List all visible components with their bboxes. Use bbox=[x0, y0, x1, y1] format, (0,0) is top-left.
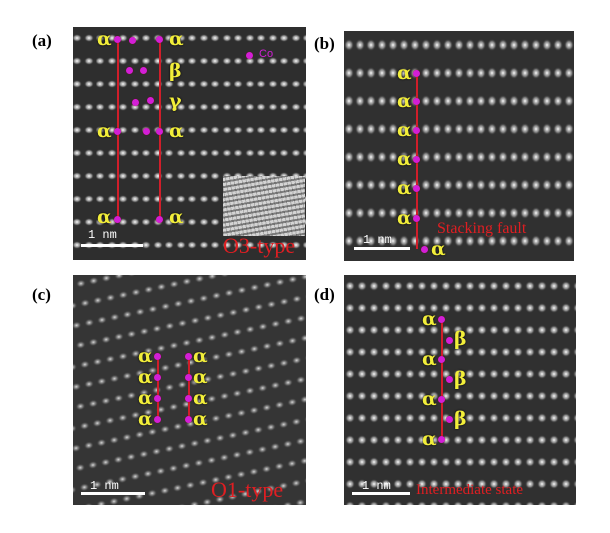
stacking-letter: α bbox=[422, 308, 437, 330]
co-atom bbox=[153, 415, 161, 423]
co-atom bbox=[153, 394, 161, 402]
co-atom bbox=[128, 36, 136, 44]
co-atom bbox=[412, 155, 420, 163]
stacking-letter: α bbox=[138, 408, 153, 430]
stacking-letter: α bbox=[397, 177, 412, 199]
scale-bar-label: 1 nm bbox=[363, 233, 392, 247]
stacking-letter: α bbox=[97, 206, 112, 228]
scale-bar-label: 1 nm bbox=[362, 479, 391, 493]
co-atom bbox=[155, 215, 163, 223]
co-atom bbox=[113, 35, 121, 43]
co-atom bbox=[153, 373, 161, 381]
stacking-letter: α bbox=[138, 366, 153, 388]
stacking-letter: β bbox=[169, 60, 182, 82]
panel-label-c: (c) bbox=[32, 285, 51, 304]
co-atom bbox=[412, 69, 420, 77]
co-atom bbox=[184, 415, 192, 423]
co-atom bbox=[412, 214, 420, 222]
co-atom bbox=[125, 66, 133, 74]
stem-image-b: α α α α α α α 1 nm Stacking fault bbox=[344, 31, 574, 261]
stacking-letter: α bbox=[169, 28, 184, 50]
stacking-line-left bbox=[157, 356, 159, 420]
stacking-letter: α bbox=[97, 28, 112, 50]
stacking-letter: β bbox=[454, 408, 467, 430]
panel-label-d: (d) bbox=[314, 285, 335, 304]
stacking-letter: α bbox=[169, 206, 184, 228]
co-atom bbox=[437, 355, 445, 363]
caption-label: Stacking fault bbox=[437, 220, 527, 237]
co-atom bbox=[146, 96, 154, 104]
scale-bar bbox=[81, 492, 145, 495]
co-atom bbox=[142, 127, 150, 135]
stacking-line bbox=[441, 319, 443, 439]
co-atom bbox=[139, 66, 147, 74]
stacking-letter: γ bbox=[169, 90, 182, 112]
co-atom bbox=[412, 184, 420, 192]
co-atom bbox=[155, 35, 163, 43]
stacking-letter: α bbox=[397, 119, 412, 141]
scale-bar bbox=[354, 247, 410, 250]
stacking-letter: β bbox=[454, 328, 467, 350]
atomic-lattice-d bbox=[344, 275, 576, 505]
co-atom bbox=[113, 215, 121, 223]
co-atom bbox=[131, 98, 139, 106]
caption-label: Intermediate state bbox=[416, 482, 524, 498]
stacking-letter: α bbox=[169, 120, 184, 142]
legend-co-dot bbox=[245, 51, 253, 59]
co-atom bbox=[113, 127, 121, 135]
co-atom bbox=[437, 435, 445, 443]
stacking-letter: α bbox=[97, 120, 112, 142]
stacking-letter: α bbox=[422, 428, 437, 450]
stacking-letter: α bbox=[193, 345, 208, 367]
legend-co-label: Co bbox=[259, 48, 274, 60]
panel-label-b: (b) bbox=[314, 34, 335, 53]
stem-image-a: Co α α β γ α α α α 1 nm O3-type bbox=[73, 27, 306, 260]
atomic-lattice-c bbox=[73, 275, 306, 505]
stem-image-c: α α α α α α α α 1 nm O1-type bbox=[73, 275, 306, 505]
stacking-letter: α bbox=[193, 408, 208, 430]
co-atom bbox=[184, 394, 192, 402]
scale-bar-label: 1 nm bbox=[90, 479, 119, 493]
co-atom bbox=[420, 245, 428, 253]
panel-label-a: (a) bbox=[32, 31, 52, 50]
co-atom bbox=[155, 127, 163, 135]
co-atom bbox=[437, 395, 445, 403]
stacking-letter: α bbox=[422, 348, 437, 370]
co-atom bbox=[437, 315, 445, 323]
stacking-letter: α bbox=[138, 345, 153, 367]
co-atom bbox=[412, 126, 420, 134]
co-atom bbox=[153, 352, 161, 360]
stem-image-d: α β α β α β α 1 nm Intermediate state bbox=[344, 275, 576, 505]
scale-bar bbox=[352, 492, 410, 495]
stacking-letter: α bbox=[138, 387, 153, 409]
co-atom bbox=[445, 336, 453, 344]
co-atom bbox=[184, 352, 192, 360]
co-atom bbox=[445, 375, 453, 383]
structure-type-label: O1-type bbox=[211, 477, 284, 502]
scale-bar bbox=[81, 244, 143, 247]
stacking-letter: α bbox=[422, 388, 437, 410]
stacking-letter: α bbox=[397, 207, 412, 229]
stacking-line-right bbox=[188, 356, 190, 420]
co-atom bbox=[412, 97, 420, 105]
scale-bar-label: 1 nm bbox=[88, 228, 117, 242]
stacking-letter: α bbox=[397, 90, 412, 112]
atomic-lattice-b bbox=[344, 31, 574, 261]
structure-type-label: O3-type bbox=[223, 233, 296, 258]
stacking-letter: α bbox=[397, 148, 412, 170]
stacking-letter: β bbox=[454, 368, 467, 390]
stacking-letter: α bbox=[397, 62, 412, 84]
stacking-letter: α bbox=[193, 387, 208, 409]
co-atom bbox=[184, 373, 192, 381]
inset-image bbox=[223, 176, 305, 236]
stacking-letter: α bbox=[193, 366, 208, 388]
co-atom bbox=[445, 415, 453, 423]
stacking-letter: α bbox=[431, 238, 446, 260]
